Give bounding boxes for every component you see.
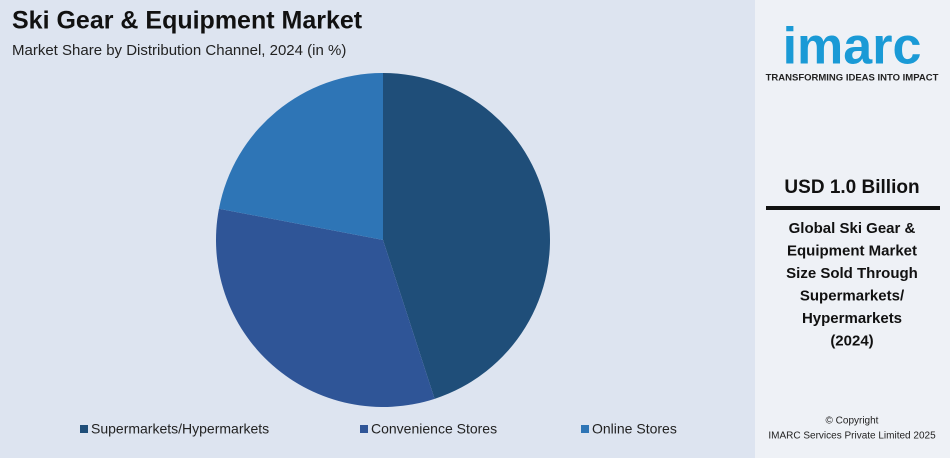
- description-line: (2024): [830, 332, 873, 349]
- legend-label: Convenience Stores: [371, 421, 497, 437]
- legend-swatch: [360, 425, 368, 433]
- legend-swatch: [80, 425, 88, 433]
- chart-title: Ski Gear & Equipment Market: [12, 7, 363, 35]
- headline: USD 1.0 Billion: [784, 177, 919, 198]
- description-line: Equipment Market: [787, 242, 917, 259]
- description-line: Size Sold Through: [786, 265, 918, 282]
- copyright: © Copyright: [826, 416, 879, 427]
- description-line: Global Ski Gear &: [789, 220, 916, 237]
- legend-label: Supermarkets/Hypermarkets: [91, 421, 269, 437]
- company: IMARC Services Private Limited 2025: [768, 431, 936, 442]
- legend-label: Online Stores: [592, 421, 677, 437]
- description-line: Hypermarkets: [802, 310, 902, 327]
- pie-slice: [383, 73, 550, 399]
- legend-swatch: [581, 425, 589, 433]
- sidebar-background: [755, 0, 950, 458]
- pie: [215, 73, 550, 408]
- legend: Supermarkets/Hypermarkets Convenience Sto…: [80, 421, 677, 437]
- chart-subtitle: Market Share by Distribution Channel, 20…: [12, 42, 346, 59]
- pie-slice: [215, 208, 435, 408]
- divider: [766, 206, 940, 210]
- description: Global Ski Gear & Equipment Market Size So…: [786, 220, 918, 350]
- pie-slice: [218, 73, 383, 240]
- logo: imarc: [783, 18, 922, 76]
- description-line: Supermarkets/: [800, 287, 905, 304]
- tagline: TRANSFORMING IDEAS INTO IMPACT: [766, 73, 939, 84]
